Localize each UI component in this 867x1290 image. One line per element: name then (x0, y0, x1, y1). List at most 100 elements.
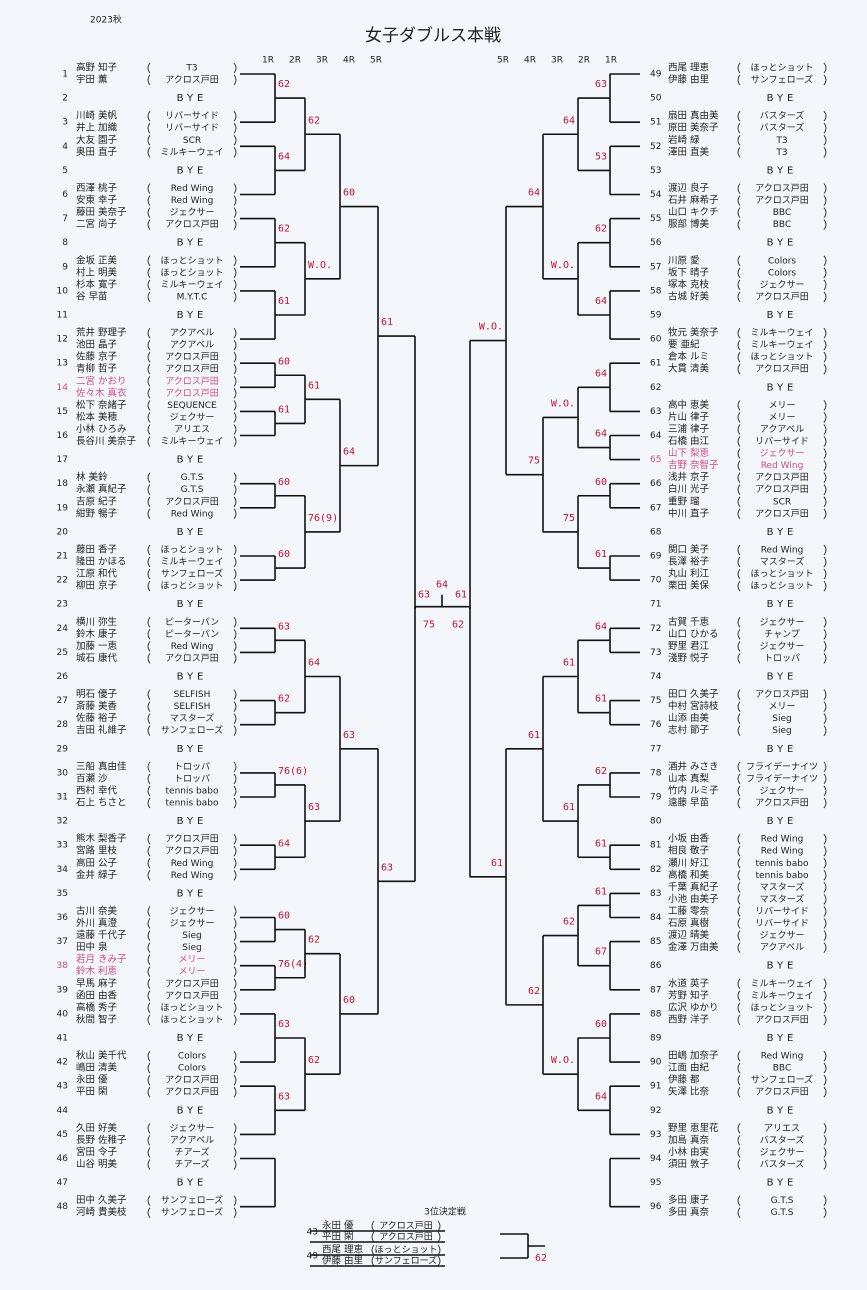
paren (737, 400, 741, 411)
player-name: 牧元 美奈子 (668, 327, 719, 339)
player-name: 西野 洋子 (668, 1013, 710, 1025)
match-score: 62 (563, 917, 575, 928)
paren (147, 496, 151, 508)
team-name: ほっとショット (160, 1014, 223, 1025)
paren (371, 1220, 375, 1232)
match-score: 62 (278, 694, 290, 705)
team-name: ほっとショット (750, 63, 813, 74)
paren (737, 833, 741, 845)
team-name: ジェクサー (169, 906, 214, 917)
match-score: 61 (455, 590, 467, 601)
paren (233, 629, 237, 640)
paren (737, 110, 741, 122)
team-name: ピーターパン (165, 617, 219, 628)
paren (823, 845, 827, 857)
paren (233, 74, 237, 86)
paren (147, 267, 151, 279)
paren (737, 1002, 741, 1014)
player-name: 浅井 京子 (668, 471, 710, 483)
player-name: 熊木 梨香子 (76, 833, 127, 845)
team-name: T3 (775, 136, 787, 146)
bye: BYE (767, 1033, 798, 1044)
slot-number: 51 (650, 118, 661, 128)
slot-number: 47 (57, 1178, 68, 1188)
team-name: アクロス戸田 (165, 653, 219, 664)
team-name: メリー (768, 401, 795, 411)
paren (823, 183, 827, 194)
paren (233, 580, 237, 592)
paren (737, 1050, 741, 1062)
paren (233, 689, 237, 700)
match-score: 75 (563, 513, 575, 524)
slot-number: 32 (57, 817, 68, 827)
match-score: 63 (343, 730, 355, 741)
paren (737, 207, 741, 218)
player-name: 長野 佐稚子 (76, 1134, 127, 1146)
paren (147, 761, 151, 773)
paren (823, 1135, 827, 1146)
paren (823, 580, 827, 592)
player-name: 河崎 貴美枝 (76, 1206, 127, 1218)
team-name: サンフェローズ (161, 724, 223, 736)
match-score: 60 (278, 477, 290, 488)
paren (147, 653, 151, 664)
season: 2023秋 (90, 14, 122, 26)
slot-number: 89 (650, 1034, 662, 1044)
paren (147, 424, 151, 435)
paren (737, 689, 741, 700)
player-name: 柳田 京子 (76, 580, 118, 592)
team-name: ミルキーウェイ (160, 557, 223, 568)
team-name: ジェクサー (169, 1123, 214, 1134)
slot-number: 48 (57, 1202, 69, 1212)
paren (823, 1147, 827, 1158)
player-name: 山口 キクチ (668, 207, 719, 218)
paren (147, 1014, 151, 1026)
paren (737, 1135, 741, 1146)
round-label: 5R (497, 56, 509, 66)
paren (737, 990, 741, 1002)
player-name: 小林 由実 (668, 1146, 710, 1158)
player-name: 中村 宮詩枝 (668, 700, 719, 712)
match-score: 61 (278, 296, 290, 307)
player-name: 石原 真樹 (668, 917, 710, 929)
slot-number: 85 (650, 937, 661, 947)
slot-number: 70 (650, 576, 662, 586)
player-name: 吉野 奈智子 (668, 459, 719, 471)
paren (147, 833, 151, 845)
paren (823, 653, 827, 664)
paren (737, 1207, 741, 1218)
team-name: アクロス戸田 (165, 1087, 219, 1098)
team-name: サンフェローズ (161, 1194, 223, 1206)
slot-number: 92 (650, 1106, 661, 1116)
team-name: SEQUENCE (167, 401, 217, 411)
paren (737, 1123, 741, 1134)
paren (737, 1195, 741, 1206)
slot-number: 20 (57, 527, 69, 537)
player-name: 遠藤 早苗 (668, 797, 709, 809)
slot-number: 71 (650, 600, 661, 610)
round-label: 3R (551, 56, 563, 66)
player-name: 藤田 美奈子 (76, 206, 127, 218)
team-name: ジェクサー (169, 207, 214, 218)
player-name: 平田 閑 (76, 1087, 108, 1098)
paren (823, 797, 827, 809)
paren (147, 1159, 151, 1170)
slot-number: 87 (650, 985, 661, 995)
player-name: 永田 優 (322, 1220, 354, 1232)
player-name: 多田 康子 (668, 1194, 710, 1206)
match-score: 60 (595, 477, 607, 488)
paren (147, 135, 151, 146)
player-name: 金井 緑子 (76, 869, 118, 881)
team-name: メリー (768, 413, 795, 423)
paren (147, 74, 151, 86)
match-score: 61 (278, 404, 290, 415)
team-name: マスターズ (760, 556, 805, 568)
bye: BYE (177, 599, 208, 610)
player-name: 栗田 美保 (668, 580, 710, 592)
match-score: 61 (595, 886, 607, 897)
paren (233, 653, 237, 664)
paren (737, 797, 741, 809)
paren (147, 1147, 151, 1158)
player-name: 長澤 裕子 (668, 556, 710, 568)
slot-number: 53 (650, 166, 661, 176)
